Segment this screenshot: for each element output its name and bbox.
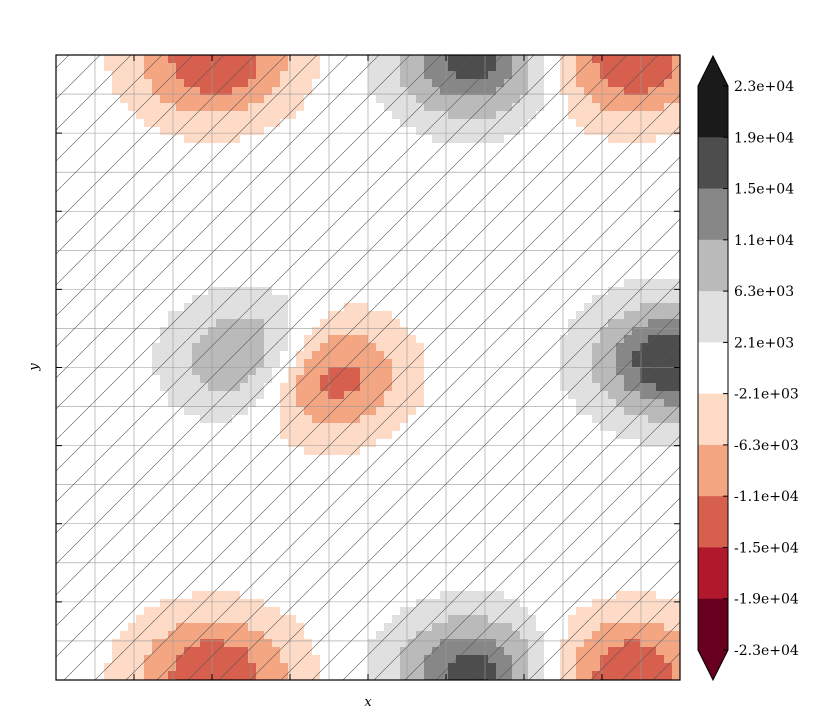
plot-area — [55, 54, 681, 681]
